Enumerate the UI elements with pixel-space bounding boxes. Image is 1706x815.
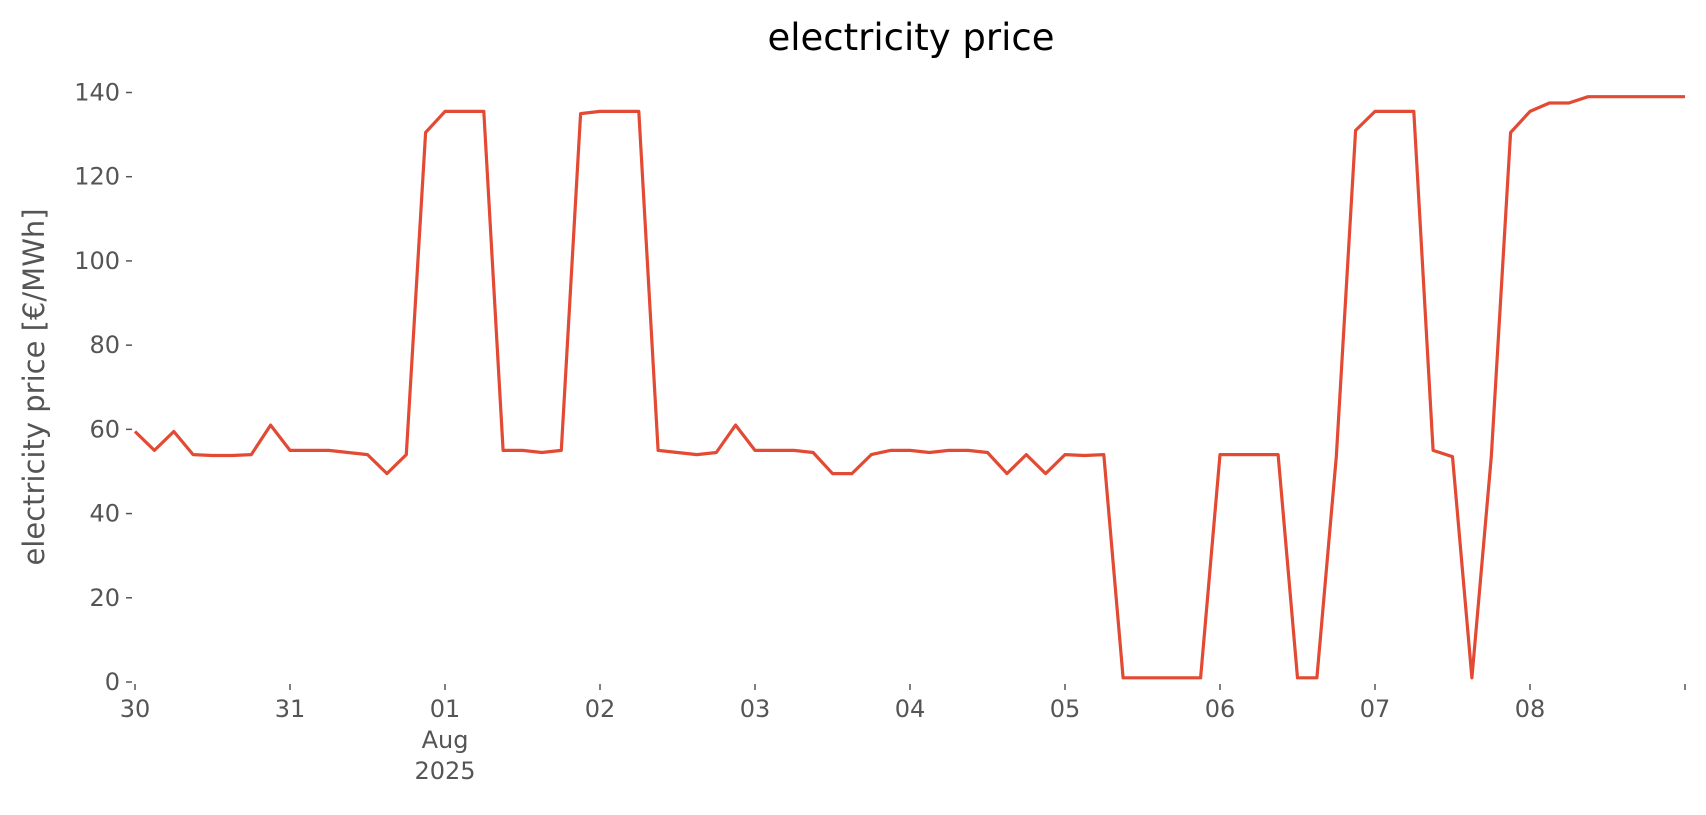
- y-tick-label: 80: [89, 331, 120, 359]
- y-axis-label: electricity price [€/MWh]: [17, 208, 51, 565]
- x-tick-label: 01 Aug 2025: [414, 695, 475, 785]
- x-tick-label: 31: [275, 695, 306, 723]
- chart-title: electricity price: [767, 16, 1054, 59]
- y-tick-label: 140: [74, 79, 120, 107]
- x-tick-label: 02: [585, 695, 616, 723]
- x-tick-label: 04: [895, 695, 926, 723]
- y-tick-label: 20: [89, 584, 120, 612]
- x-tick-label: 07: [1360, 695, 1391, 723]
- y-tick-label: 60: [89, 415, 120, 443]
- y-tick-label: 120: [74, 163, 120, 191]
- x-tick-label: 03: [740, 695, 771, 723]
- x-tick-label: 08: [1515, 695, 1546, 723]
- x-tick-label: 30: [120, 695, 151, 723]
- y-tick-label: 0: [105, 668, 120, 696]
- y-tick-label: 100: [74, 247, 120, 275]
- x-tick-label: 06: [1205, 695, 1236, 723]
- price-line: [133, 95, 1685, 680]
- y-tick-label: 40: [89, 500, 120, 528]
- x-tick-label: 05: [1050, 695, 1081, 723]
